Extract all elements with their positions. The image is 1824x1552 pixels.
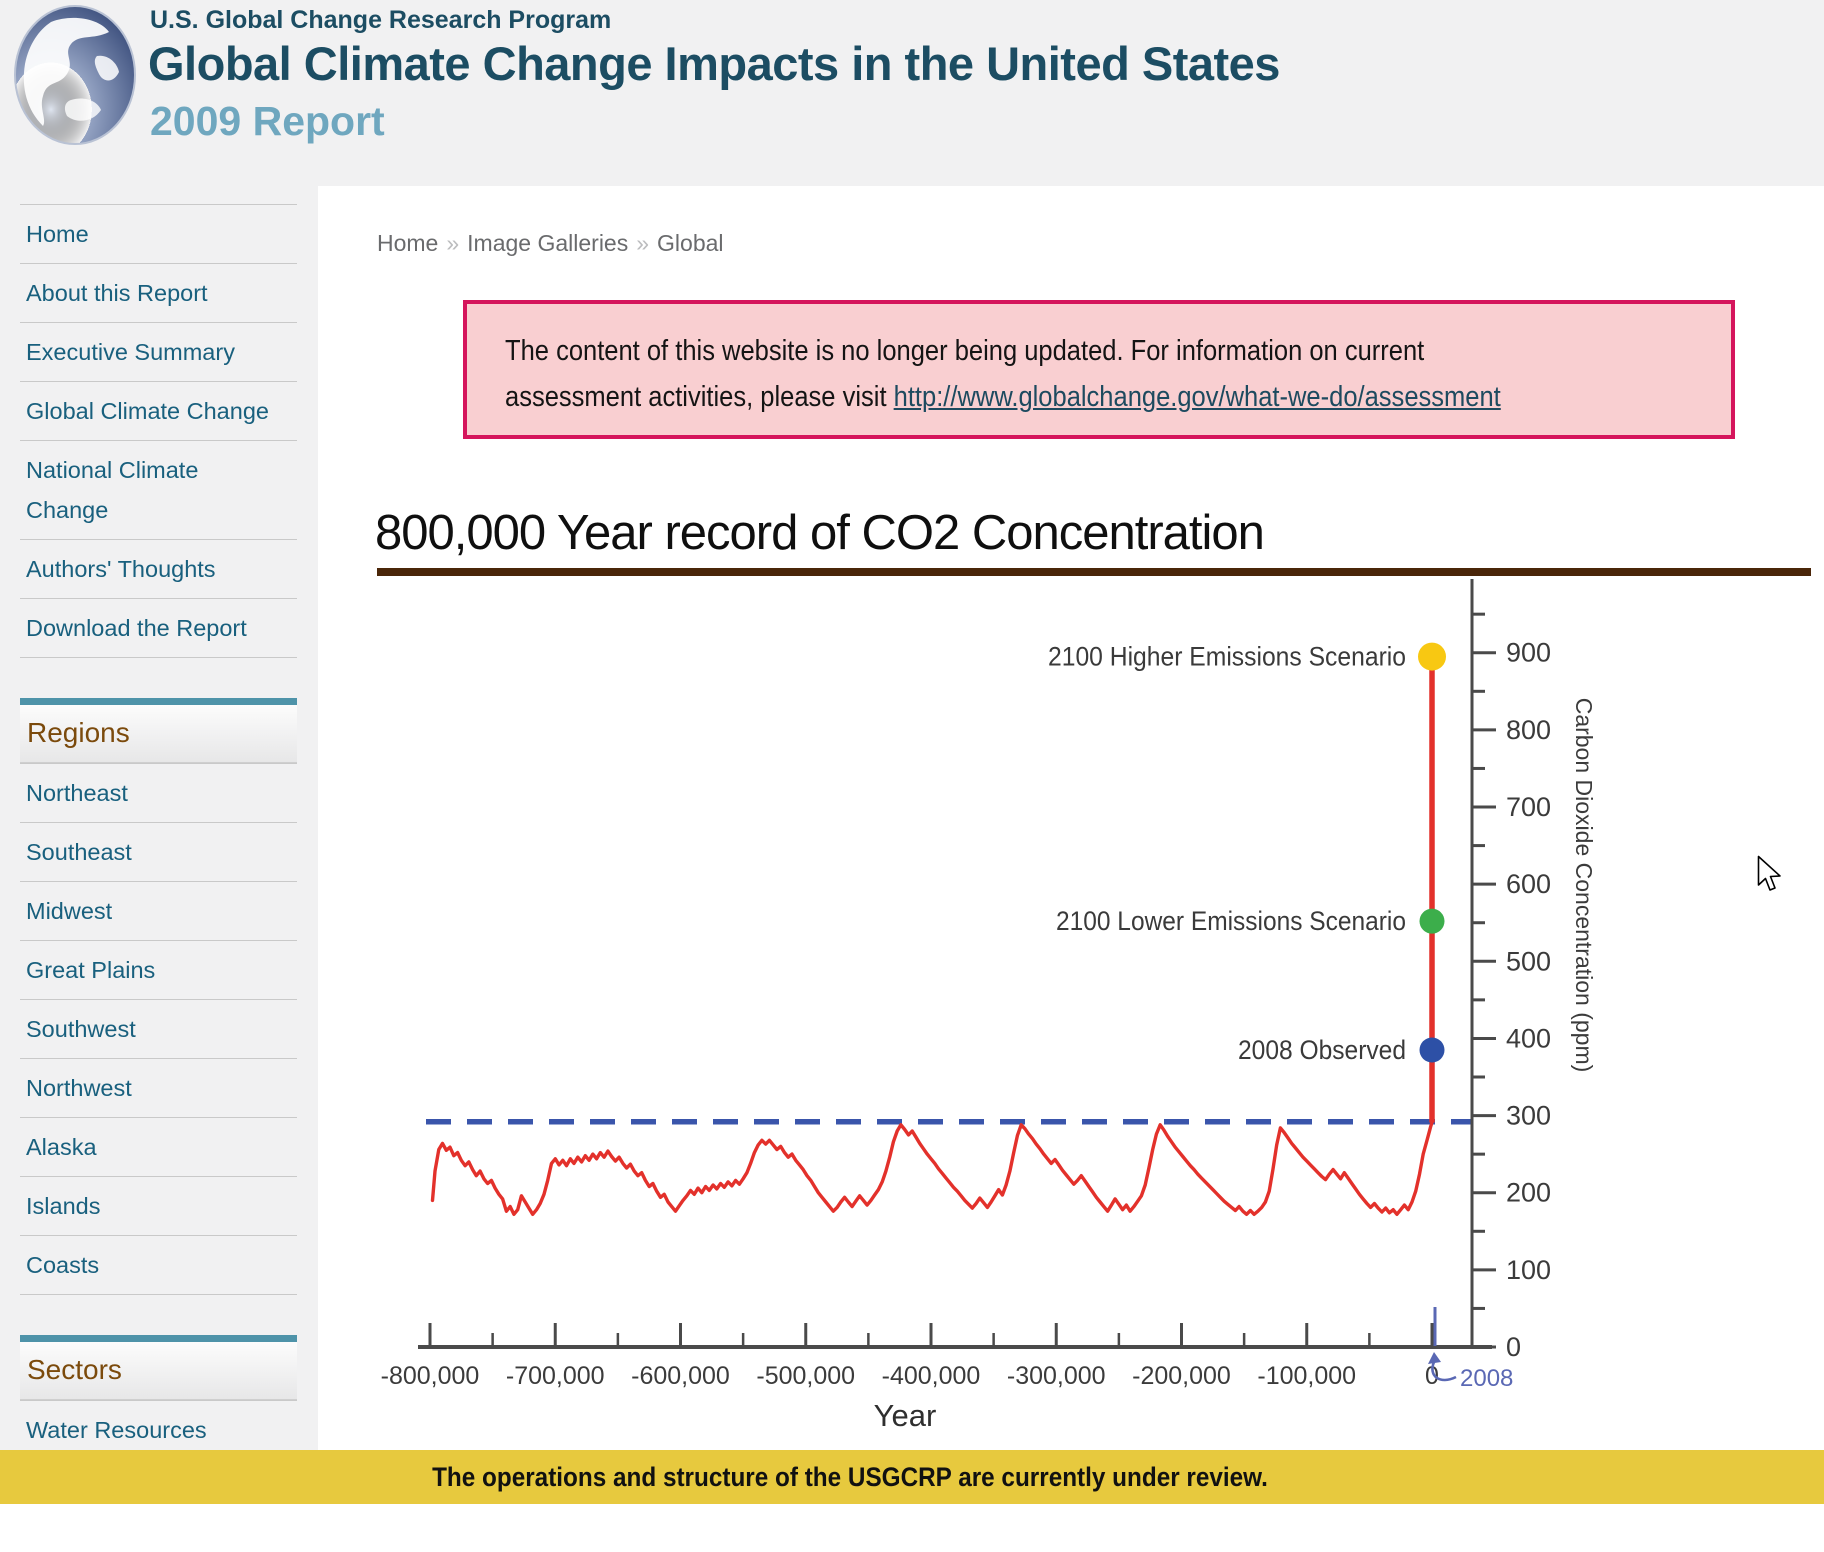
- sidebar-item-executive-summary[interactable]: Executive Summary: [20, 322, 297, 381]
- sidebar-item-northwest[interactable]: Northwest: [20, 1058, 297, 1117]
- breadcrumb-link-home[interactable]: Home: [377, 230, 439, 256]
- y-tick-label: 300: [1506, 1101, 1551, 1131]
- x-tick-label: -200,000: [1132, 1362, 1231, 1390]
- co2-chart-canvas: 0 100 200 300 400 500 600 700 800 900 Carbon Dioxi…: [381, 579, 1597, 1433]
- notice-text: The content of this website is no longer…: [505, 328, 1781, 420]
- breadcrumb-separator: »: [446, 230, 460, 256]
- header-background: [0, 0, 1824, 186]
- co2-chart: 0 100 200 300 400 500 600 700 800 900 Carbon Dioxi…: [330, 524, 1824, 1449]
- title-rule: [377, 568, 1811, 576]
- x-tick-label: -500,000: [756, 1362, 855, 1390]
- x-tick-label: -800,000: [381, 1362, 480, 1390]
- breadcrumb-link-image-galleries[interactable]: Image Galleries: [467, 230, 629, 256]
- notice-line-2: assessment activities, please visit http…: [505, 381, 1501, 413]
- x-axis-title: Year: [874, 1398, 937, 1433]
- program-name: U.S. Global Change Research Program: [150, 6, 612, 34]
- x-tick-label: 0: [1425, 1362, 1439, 1390]
- y-tick-label: 800: [1506, 715, 1551, 745]
- page-title: 800,000 Year record of CO2 Concentration: [375, 506, 1265, 560]
- y-tick-label: 100: [1506, 1255, 1551, 1285]
- section-header-regions: Regions: [20, 698, 297, 763]
- marker-label-2100-lower-emissions-scenario: 2100 Lower Emissions Scenario: [1056, 906, 1406, 936]
- sidebar-main-links: Home About this Report Executive Summary Gl…: [20, 204, 297, 658]
- y-tick-label: 0: [1506, 1332, 1521, 1362]
- globe-logo-icon: [14, 5, 136, 145]
- sidebar-item-southwest[interactable]: Southwest: [20, 999, 297, 1058]
- y-tick-label: 600: [1506, 869, 1551, 899]
- sidebar-section-links-regions: Northeast Southeast Midwest Great Plains Sou…: [20, 763, 297, 1295]
- breadcrumb-link-global: Global: [657, 230, 724, 256]
- section-header-sectors: Sectors: [20, 1335, 297, 1400]
- assessment-link[interactable]: http://www.globalchange.gov/what-we-do/a…: [893, 381, 1501, 413]
- report-subtitle: 2009 Report: [150, 98, 385, 144]
- sidebar-item-global-climate-change[interactable]: Global Climate Change: [20, 381, 297, 440]
- x-tick-label: -400,000: [882, 1362, 981, 1390]
- x-tick-label: -300,000: [1007, 1362, 1106, 1390]
- year-2008-label: 2008: [1460, 1365, 1513, 1392]
- y-axis-title: Carbon Dioxide Concentration (ppm): [1571, 698, 1597, 1073]
- review-banner-text: The operations and structure of the USGC…: [432, 1462, 1268, 1492]
- sidebar-item-coasts[interactable]: Coasts: [20, 1235, 297, 1294]
- year-2008-arrow: [1431, 1361, 1457, 1382]
- sidebar-section-links-sectors: Water Resources: [20, 1400, 297, 1460]
- mouse-cursor-icon: [1757, 855, 1781, 891]
- marker-dot-2100-higher-emissions-scenario: [1418, 642, 1446, 671]
- marker-dot-2100-lower-emissions-scenario: [1419, 908, 1445, 934]
- x-tick-label: -100,000: [1257, 1362, 1356, 1390]
- co2-record-line: [430, 1120, 1434, 1216]
- notice-line-1: The content of this website is no longer…: [505, 335, 1425, 367]
- sidebar-item-alaska[interactable]: Alaska: [20, 1117, 297, 1176]
- sidebar-navigation: Home About this Report Executive Summary Gl…: [20, 204, 297, 1460]
- breadcrumb-separator: »: [636, 230, 650, 256]
- sidebar-item-home[interactable]: Home: [20, 204, 297, 263]
- marker-label-2008-observed: 2008 Observed: [1238, 1035, 1406, 1065]
- sidebar-background: [0, 186, 318, 1450]
- y-tick-label: 200: [1506, 1178, 1551, 1208]
- sidebar-item-midwest[interactable]: Midwest: [20, 881, 297, 940]
- y-tick-label: 900: [1506, 638, 1551, 668]
- notice-box: The content of this website is no longer…: [463, 300, 1735, 439]
- x-tick-label: -600,000: [631, 1362, 730, 1390]
- breadcrumb: Home » Image Galleries » Global: [377, 230, 724, 257]
- sidebar-item-southeast[interactable]: Southeast: [20, 822, 297, 881]
- site-title: Global Climate Change Impacts in the Uni…: [148, 37, 1280, 90]
- sidebar-item-authors-thoughts[interactable]: Authors' Thoughts: [20, 539, 297, 598]
- sidebar-item-about-this-report[interactable]: About this Report: [20, 263, 297, 322]
- sidebar-item-islands[interactable]: Islands: [20, 1176, 297, 1235]
- marker-label-2100-higher-emissions-scenario: 2100 Higher Emissions Scenario: [1048, 642, 1406, 672]
- x-tick-label: -700,000: [506, 1362, 605, 1390]
- sidebar-item-water-resources[interactable]: Water Resources: [20, 1400, 297, 1459]
- marker-dot-2008-observed: [1419, 1037, 1445, 1063]
- review-banner: The operations and structure of the USGC…: [0, 1450, 1824, 1504]
- y-tick-label: 500: [1506, 946, 1551, 976]
- sidebar-item-download-the-report[interactable]: Download the Report: [20, 598, 297, 657]
- sidebar-item-northeast[interactable]: Northeast: [20, 763, 297, 822]
- year-2008-arrowhead: [1428, 1352, 1441, 1364]
- y-tick-label: 400: [1506, 1023, 1551, 1053]
- sidebar-item-national-climate-change[interactable]: National Climate Change: [20, 440, 297, 539]
- sidebar-item-great-plains[interactable]: Great Plains: [20, 940, 297, 999]
- y-tick-label: 700: [1506, 792, 1551, 822]
